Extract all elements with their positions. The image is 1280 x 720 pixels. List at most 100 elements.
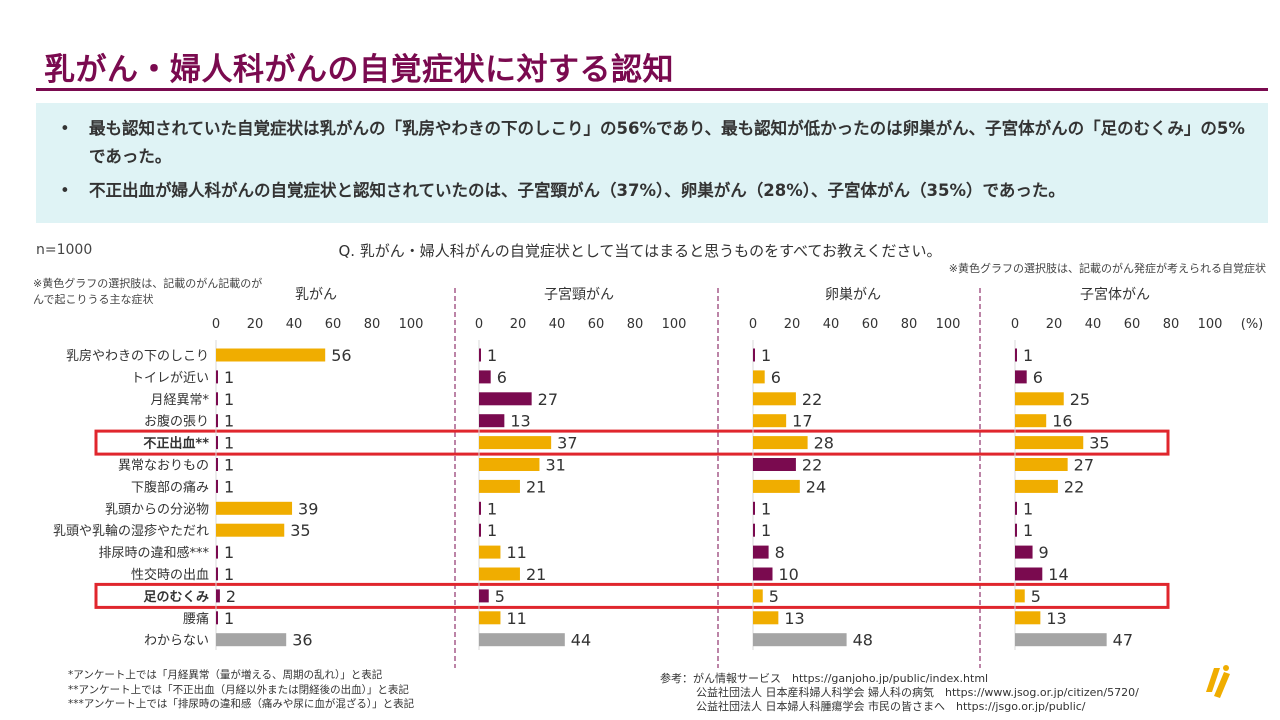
data-label: 13: [510, 412, 530, 431]
axis-tick-label: 0: [749, 317, 757, 332]
axis-tick-label: 40: [286, 317, 303, 332]
bar: [479, 392, 532, 406]
bar: [479, 523, 481, 537]
bar: [479, 348, 481, 362]
data-label: 17: [792, 412, 812, 431]
data-label: 47: [1113, 631, 1133, 650]
bar: [216, 589, 220, 603]
bar: [479, 370, 491, 384]
bar: [753, 567, 773, 581]
bar: [216, 414, 218, 428]
data-label: 1: [487, 499, 497, 518]
data-label: 1: [224, 390, 234, 409]
axis-tick-label: 20: [1046, 317, 1063, 332]
axis-tick-label: 20: [247, 317, 264, 332]
company-logo-icon: [1206, 665, 1230, 698]
data-label: 13: [1046, 609, 1066, 628]
data-label: 1: [224, 543, 234, 562]
page-title: 乳がん・婦人科がんの自覚症状に対する認知: [44, 52, 674, 88]
bar: [216, 370, 218, 384]
bar: [753, 458, 796, 471]
bar: [1015, 370, 1027, 384]
category-label: 腰痛: [183, 611, 209, 627]
reference-line: 参考：がん情報サービス https://ganjoho.jp/public/in…: [660, 672, 989, 685]
bar: [1015, 458, 1068, 471]
data-label: 13: [784, 609, 804, 628]
footnote: *アンケート上では「月経異常（量が増える、周期の乱れ）」と表記: [68, 669, 383, 681]
data-label: 48: [853, 631, 873, 650]
axis-tick-label: 0: [1011, 317, 1019, 332]
data-label: 25: [1070, 390, 1090, 409]
bar: [753, 545, 769, 559]
data-label: 11: [506, 543, 526, 562]
axis-tick-label: 60: [325, 317, 342, 332]
axis-tick-label: 40: [823, 317, 840, 332]
bar: [753, 589, 763, 603]
data-label: 6: [771, 368, 781, 387]
data-label: 21: [526, 565, 546, 584]
bar: [479, 436, 552, 450]
data-label: 21: [526, 477, 546, 496]
bar: [1015, 392, 1064, 406]
category-label: 排尿時の違和感***: [98, 545, 209, 561]
bar: [1015, 348, 1017, 362]
axis-tick-label: 100: [399, 317, 424, 332]
summary-bullet: 不正出血が婦人科がんの自覚症状と認知されていたのは、子宮頸がん（37%）、卵巣が…: [56, 177, 1248, 205]
bar: [479, 501, 481, 515]
category-label: 乳頭からの分泌物: [105, 502, 209, 517]
data-label: 6: [497, 368, 507, 387]
data-label: 2: [226, 587, 236, 606]
data-label: 37: [557, 434, 577, 453]
category-label: 月経異常*: [150, 393, 209, 408]
axis-tick-label: 80: [627, 317, 644, 332]
bar: [753, 414, 787, 428]
category-label: 性交時の出血: [131, 567, 209, 583]
highlight-box: [94, 429, 1170, 456]
data-label: 1: [1023, 346, 1033, 365]
axis-unit-label: (%): [1241, 317, 1264, 332]
data-label: 5: [495, 587, 505, 606]
data-label: 11: [506, 609, 526, 628]
axis-tick-label: 100: [1198, 317, 1223, 332]
panel-title: 子宮頸がん: [544, 287, 614, 303]
data-label: 5: [769, 587, 779, 606]
data-label: 22: [802, 390, 822, 409]
bar: [216, 348, 326, 362]
data-label: 27: [538, 390, 558, 409]
bar: [479, 567, 520, 581]
bar: [1015, 567, 1043, 581]
bar: [753, 370, 765, 384]
data-label: 24: [806, 477, 826, 496]
bar: [479, 458, 540, 471]
bar: [753, 479, 800, 493]
bar: [1015, 589, 1025, 603]
data-label: 6: [1033, 368, 1043, 387]
data-label: 27: [1074, 456, 1094, 475]
bar: [1015, 436, 1084, 450]
panel-title: 乳がん: [295, 287, 337, 303]
chart-note-left: ※黄色グラフの選択肢は、記載のがん記載のがんで起こりうる主な症状: [33, 277, 263, 306]
bar: [216, 567, 218, 581]
category-label: 下腹部の痛み: [131, 479, 209, 495]
data-label: 8: [775, 543, 785, 562]
axis-tick-label: 60: [588, 317, 605, 332]
bar: [753, 501, 755, 515]
data-label: 1: [224, 477, 234, 496]
bar: [753, 611, 779, 625]
axis-tick-label: 80: [901, 317, 918, 332]
bar: [479, 545, 501, 559]
bar: [753, 348, 755, 362]
chart-note-right: ※黄色グラフの選択肢は、記載のがん発症が考えられる自覚症状: [948, 262, 1266, 275]
bar: [216, 392, 218, 406]
data-label: 1: [761, 346, 771, 365]
bar: [1015, 545, 1033, 559]
data-label: 35: [290, 521, 310, 540]
data-label: 1: [761, 499, 771, 518]
bar: [216, 523, 285, 537]
bar: [216, 545, 218, 559]
data-label: 35: [1089, 434, 1109, 453]
bar: [753, 523, 755, 537]
bar: [753, 633, 847, 647]
reference-line: 公益社団法人 日本産科婦人科学会 婦人科の病気 https://www.jsog…: [696, 686, 1139, 699]
bar: [479, 414, 505, 428]
